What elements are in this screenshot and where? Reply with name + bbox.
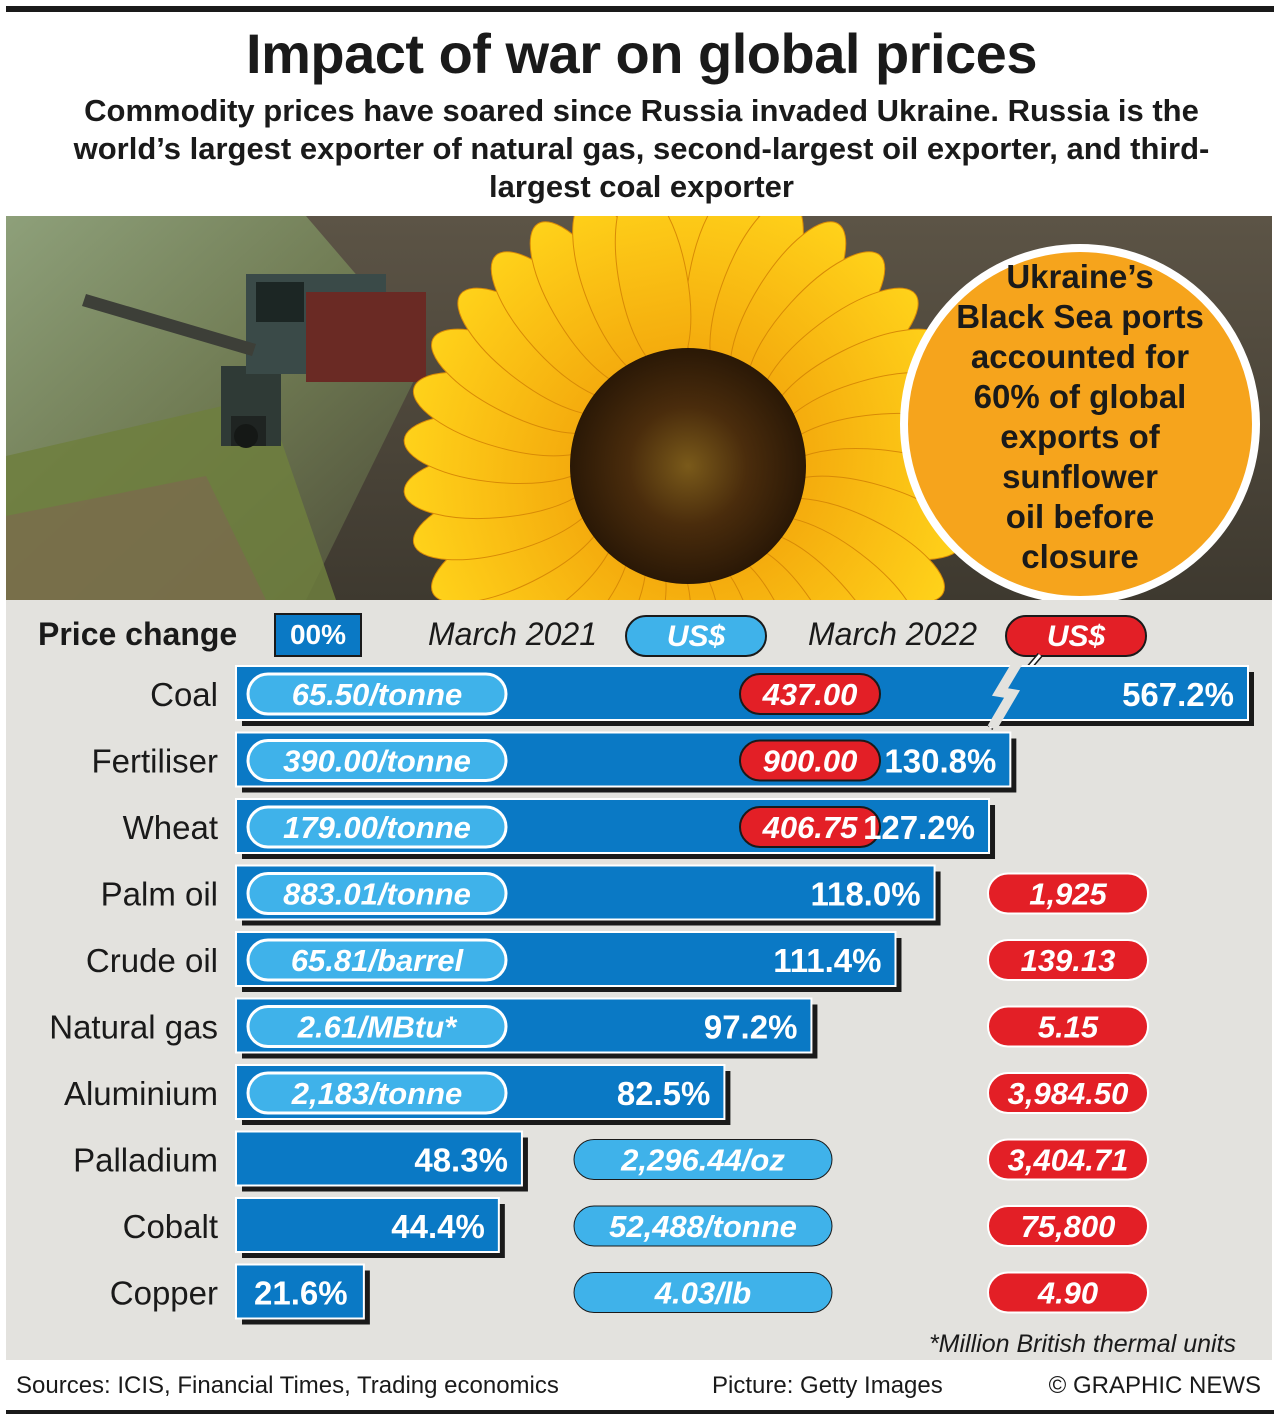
price-2022-pill	[987, 1271, 1149, 1314]
percent-label: 48.3%	[414, 1142, 508, 1179]
footer-credit: © GRAPHIC NEWS	[1048, 1372, 1261, 1399]
bar	[235, 1130, 523, 1187]
price-2021-pill	[246, 1071, 508, 1115]
price-2021-pill	[246, 672, 508, 716]
percent-label: 130.8%	[884, 743, 996, 780]
category-label: Cobalt	[123, 1208, 218, 1245]
percent-label: 567.2%	[1122, 676, 1234, 713]
price-2022-label: 900.00	[763, 744, 858, 779]
top-rule	[6, 6, 1274, 12]
bottom-rule	[6, 1410, 1274, 1414]
percent-label: 127.2%	[863, 809, 975, 846]
legend-percent-swatch	[274, 613, 362, 657]
category-label: Natural gas	[49, 1009, 218, 1046]
price-2022-label: 5.15	[1038, 1010, 1099, 1045]
legend-march-2022: March 2022	[808, 616, 977, 652]
price-2021-pill	[573, 1272, 833, 1313]
price-2022-label: 3,984.50	[1008, 1076, 1129, 1111]
bar	[235, 1263, 365, 1320]
price-2021-label: 52,488/tonne	[609, 1209, 797, 1244]
price-2021-pill	[573, 1139, 833, 1180]
harvester-illustration	[82, 274, 426, 448]
legend-2021-currency: US$	[667, 620, 726, 653]
legend-march-2021: March 2021	[428, 616, 597, 652]
legend-2022-swatch	[1005, 615, 1147, 657]
price-2021-pill	[246, 938, 508, 982]
category-label: Palladium	[73, 1142, 218, 1179]
price-2021-pill	[246, 1005, 508, 1048]
price-2021-label: 390.00/tonne	[283, 744, 471, 779]
axis-break	[987, 659, 1023, 731]
price-2022-pill	[987, 1205, 1149, 1247]
price-2022-label: 3,404.71	[1008, 1143, 1129, 1178]
price-2022-label: 75,800	[1021, 1209, 1116, 1244]
price-2021-label: 65.50/tonne	[292, 677, 463, 712]
percent-label: 111.4%	[773, 942, 881, 979]
category-label: Aluminium	[64, 1075, 218, 1112]
price-2021-pill	[246, 805, 508, 849]
price-2021-label: 65.81/barrel	[291, 943, 465, 978]
price-change-chart: Price change 00% March 2021 US$ March 20…	[38, 613, 1254, 1358]
price-2022-pill	[987, 939, 1149, 981]
footnote: *Million British thermal units	[929, 1330, 1236, 1358]
price-2022-pill	[987, 1138, 1149, 1181]
category-label: Palm oil	[101, 876, 218, 913]
price-2021-label: 883.01/tonne	[283, 877, 471, 912]
price-2022-label: 4.90	[1037, 1276, 1098, 1311]
legend-2022-currency: US$	[1047, 620, 1106, 653]
legend-price-change: Price change	[38, 616, 237, 652]
footer-picture: Picture: Getty Images	[712, 1372, 943, 1399]
price-2021-label: 2.61/MBtu*	[297, 1010, 458, 1045]
price-2021-label: 4.03/lb	[654, 1276, 752, 1311]
category-label: Fertiliser	[91, 743, 218, 780]
category-label: Coal	[150, 676, 218, 713]
price-2021-label: 2,296.44/oz	[620, 1143, 785, 1178]
price-2022-pill	[739, 806, 881, 848]
price-2021-pill	[246, 739, 508, 782]
photo-sunflower-harvest: Ukraine’s Black Sea ports accounted for 60%…	[6, 216, 1272, 600]
percent-label: 44.4%	[391, 1208, 485, 1245]
price-2022-label: 139.13	[1021, 943, 1116, 978]
price-2022-pill	[739, 673, 881, 715]
price-2022-pill	[739, 739, 881, 782]
subtitle: Commodity prices have soared since Russi…	[73, 93, 1210, 204]
price-2022-label: 406.75	[762, 810, 859, 845]
percent-label: 118.0%	[810, 876, 920, 913]
price-2022-pill	[987, 872, 1149, 915]
footer-sources: Sources: ICIS, Financial Times, Trading …	[16, 1372, 559, 1399]
price-2021-pill	[246, 872, 508, 915]
price-2022-label: 437.00	[762, 677, 858, 712]
percent-label: 21.6%	[254, 1275, 348, 1312]
category-label: Crude oil	[86, 942, 218, 979]
page-title: Impact of war on global prices	[246, 22, 1037, 85]
price-2022-pill	[987, 1005, 1149, 1048]
price-2021-pill	[573, 1205, 833, 1247]
percent-label: 97.2%	[704, 1009, 798, 1046]
legend-percent-key: 00%	[290, 619, 346, 650]
bar	[235, 1197, 500, 1253]
price-2021-label: 2,183/tonne	[291, 1076, 463, 1111]
category-label: Wheat	[123, 809, 218, 846]
legend-2021-swatch	[625, 615, 767, 657]
price-2022-label: 1,925	[1029, 877, 1107, 912]
callout-badge	[900, 244, 1260, 600]
category-label: Copper	[110, 1275, 218, 1312]
price-2022-pill	[987, 1072, 1149, 1114]
price-2021-label: 179.00/tonne	[283, 810, 471, 845]
callout-text: Ukraine’s Black Sea ports accounted for 60%…	[956, 258, 1204, 575]
percent-label: 82.5%	[617, 1075, 711, 1112]
